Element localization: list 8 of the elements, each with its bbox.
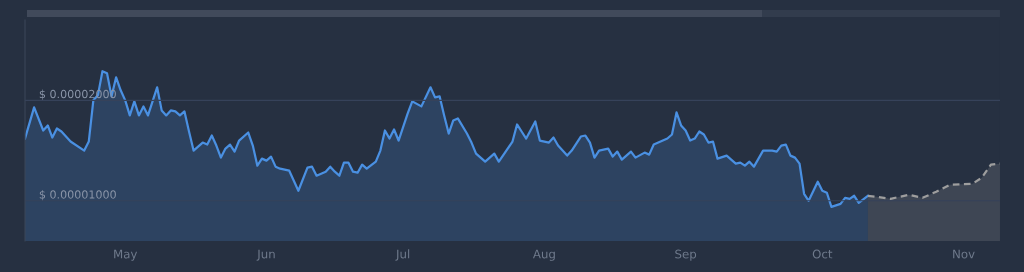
x-tick-label: Aug (532, 249, 555, 261)
x-tick-label: Sep (675, 249, 697, 261)
x-tick-label: Nov (953, 249, 975, 259)
x-tick-label: Jun (256, 249, 275, 261)
x-tick-label: May (114, 249, 138, 261)
y-tick-label: $ 0.00001000 (39, 190, 116, 201)
x-tick-label: Jul (395, 249, 410, 261)
x-tick-label: Oct (812, 249, 833, 259)
